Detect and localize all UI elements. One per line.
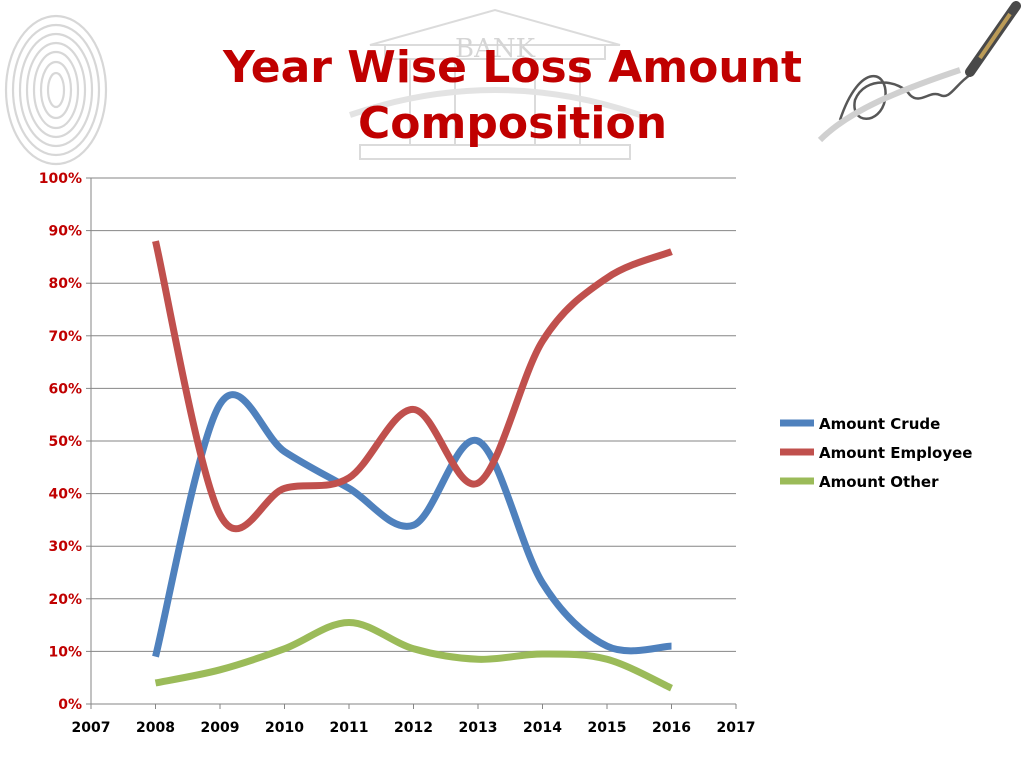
x-tick-label: 2010: [265, 720, 304, 736]
legend-label-amount-other: Amount Other: [819, 473, 939, 491]
x-tick-label: 2015: [588, 720, 627, 736]
y-tick-label: 70%: [48, 329, 82, 345]
x-tick-label: 2013: [459, 720, 498, 736]
x-tick-label: 2014: [523, 720, 562, 736]
y-tick-label: 20%: [48, 592, 82, 608]
y-tick-label: 10%: [48, 644, 82, 660]
x-tick-label: 2016: [652, 720, 691, 736]
x-tick-label: 2007: [72, 720, 111, 736]
series-line-amount-other: [154, 618, 673, 692]
x-tick-label: 2009: [201, 720, 240, 736]
bank-building-icon: BANK: [349, 8, 641, 160]
x-tick-label: 2012: [394, 720, 433, 736]
y-tick-label: 0%: [58, 697, 82, 713]
series-line-amount-employee: [152, 240, 673, 533]
y-tick-label: 80%: [48, 276, 82, 292]
svg-text:BANK: BANK: [455, 34, 536, 64]
chart-title: Year Wise Loss Amount Composition: [222, 42, 803, 149]
x-tick-label: 2011: [330, 720, 369, 736]
line-chart: 0% 10% 20% 30% 40% 50% 60% 70% 80% 90% 100% 2007 200…: [39, 171, 973, 736]
y-tick-label: 60%: [48, 381, 82, 397]
y-tick-label: 40%: [48, 487, 82, 503]
legend-label-amount-employee: Amount Employee: [819, 444, 972, 462]
y-tick-label: 30%: [48, 539, 82, 555]
x-tick-label: 2017: [717, 720, 756, 736]
y-tick-label: 100%: [39, 171, 82, 187]
legend-label-amount-crude: Amount Crude: [819, 415, 940, 433]
x-tick-label: 2008: [136, 720, 175, 736]
pen-signature-icon: [817, 1, 1021, 143]
y-tick-label: 90%: [48, 224, 82, 240]
fingerprint-icon: [4, 14, 108, 166]
y-tick-label: 50%: [48, 434, 82, 450]
series-line-amount-crude: [152, 391, 672, 658]
